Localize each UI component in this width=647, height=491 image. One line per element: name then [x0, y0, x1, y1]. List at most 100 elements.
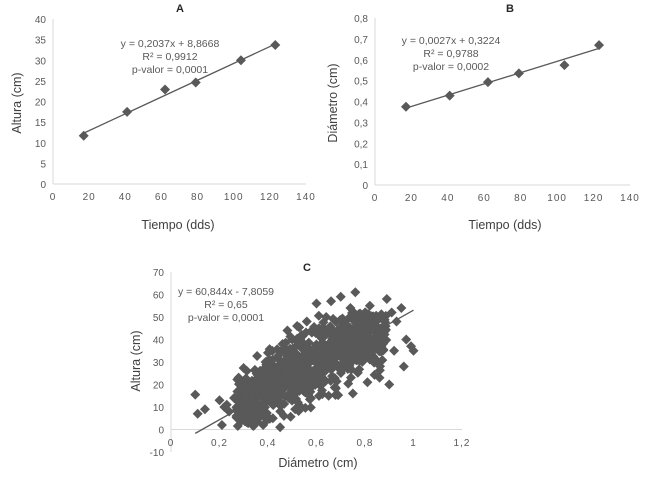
c-data-point — [323, 390, 334, 401]
c-y-tick-label: -10 — [150, 448, 165, 459]
c-data-point — [372, 314, 383, 325]
chart-c-p-value: p-valor = 0,0001 — [188, 312, 264, 324]
c-data-point — [277, 339, 288, 349]
chart-b-points — [400, 40, 605, 112]
c-data-point — [216, 420, 227, 430]
c-cloud-point — [316, 385, 327, 396]
c-cloud-point — [351, 310, 362, 321]
c-data-point — [398, 361, 409, 372]
a-data-point — [190, 77, 201, 88]
c-data-point — [241, 415, 252, 426]
c-data-point — [345, 303, 356, 313]
c-data-point — [389, 345, 400, 356]
chart-b-y-label: Diámetro (cm) — [326, 63, 340, 142]
c-cloud-point — [302, 385, 313, 396]
c-cloud-point — [299, 350, 310, 361]
chart-b-trendline — [405, 47, 600, 109]
c-cloud-point — [272, 361, 283, 372]
c-cloud-point — [253, 385, 264, 396]
c-cloud-point — [307, 373, 318, 384]
c-cloud-point — [252, 350, 263, 361]
c-cloud-point — [336, 353, 347, 364]
chart-a-points — [78, 39, 281, 141]
c-x-tick-label: 1 — [410, 438, 417, 449]
c-data-point — [360, 307, 370, 318]
c-data-point — [316, 339, 327, 349]
chart-b-equation: y = 0,0027x + 0,3224 — [402, 35, 501, 47]
c-y-tick-label: 60 — [153, 291, 165, 302]
c-cloud-point — [321, 357, 332, 368]
c-cloud-point — [342, 345, 353, 356]
c-data-point — [401, 334, 412, 345]
c-data-point — [282, 325, 293, 336]
a-x-tick-label: 20 — [83, 192, 96, 203]
c-data-point — [384, 379, 395, 390]
b-y-tick-label: 0,3 — [354, 118, 368, 129]
c-x-tick-label: 1,2 — [454, 438, 471, 449]
c-cloud-point — [305, 402, 316, 413]
c-data-point — [362, 377, 373, 388]
b-data-point — [482, 77, 493, 88]
b-x-tick-label: 120 — [584, 193, 604, 204]
a-y-tick-label: 15 — [35, 118, 47, 129]
c-cloud-point — [292, 397, 303, 408]
c-cloud-point — [330, 390, 341, 401]
c-cloud-point — [329, 373, 340, 384]
a-y-tick-label: 5 — [40, 159, 46, 170]
c-data-point — [386, 307, 397, 318]
c-cloud-point — [379, 315, 390, 326]
c-data-point — [313, 323, 324, 334]
b-x-tick-label: 40 — [441, 193, 454, 204]
c-data-point — [267, 413, 278, 424]
c-data-point — [408, 345, 419, 356]
c-data-point — [396, 303, 407, 313]
a-x-tick-label: 60 — [155, 192, 168, 203]
a-y-tick-label: 40 — [35, 15, 47, 26]
c-data-point — [272, 352, 283, 363]
b-y-tick-label: 0,6 — [354, 56, 368, 67]
c-cloud-point — [279, 391, 290, 402]
a-data-point — [270, 39, 281, 50]
b-x-tick-label: 0 — [372, 193, 379, 204]
chart-c-x-label: Diámetro (cm) — [278, 456, 357, 470]
b-y-tick-label: 0,2 — [354, 139, 368, 150]
c-data-point — [192, 408, 203, 419]
b-x-tick-label: 80 — [514, 193, 527, 204]
c-cloud-point — [248, 409, 259, 420]
b-x-tick-label: 20 — [405, 193, 418, 204]
c-cloud-point — [317, 346, 328, 357]
c-data-point — [321, 312, 332, 322]
c-y-tick-label: 70 — [153, 268, 165, 279]
b-data-point — [559, 60, 570, 71]
c-cloud-point — [312, 353, 323, 364]
c-data-point — [243, 388, 254, 399]
c-cloud-point — [268, 399, 279, 410]
a-data-point — [235, 55, 246, 66]
c-cloud-point — [369, 345, 380, 356]
b-x-tick-label: 60 — [478, 193, 491, 204]
chart-c-y-ticks: -10 0 10 20 30 40 50 60 70 — [150, 268, 165, 459]
c-data-point — [255, 368, 266, 379]
c-cloud-point — [355, 316, 366, 327]
c-data-point — [258, 420, 269, 430]
c-data-point — [275, 422, 286, 433]
c-data-point — [364, 300, 375, 311]
chart-c-x-ticks: 0 0,2 0,4 0,6 0,8 1 1,2 — [168, 438, 471, 449]
b-data-point — [513, 68, 524, 79]
c-cloud-point — [348, 355, 359, 366]
c-cloud-point — [241, 365, 252, 376]
b-y-tick-label: 0 — [362, 181, 368, 192]
c-data-point — [326, 296, 337, 307]
chart-a-p-value: p-valor = 0,0001 — [132, 64, 208, 76]
c-cloud-point — [286, 386, 297, 397]
c-data-point — [381, 294, 392, 304]
c-x-tick-label: 0,2 — [211, 438, 228, 449]
a-x-tick-label: 120 — [260, 192, 280, 203]
c-cloud-point — [272, 344, 283, 355]
c-data-point — [374, 372, 385, 383]
c-data-point — [355, 350, 366, 361]
a-x-tick-label: 140 — [296, 192, 316, 203]
chart-b-r-squared: R² = 0,9788 — [423, 48, 478, 60]
a-data-point — [122, 106, 133, 117]
c-x-tick-label: 0,4 — [260, 438, 277, 449]
